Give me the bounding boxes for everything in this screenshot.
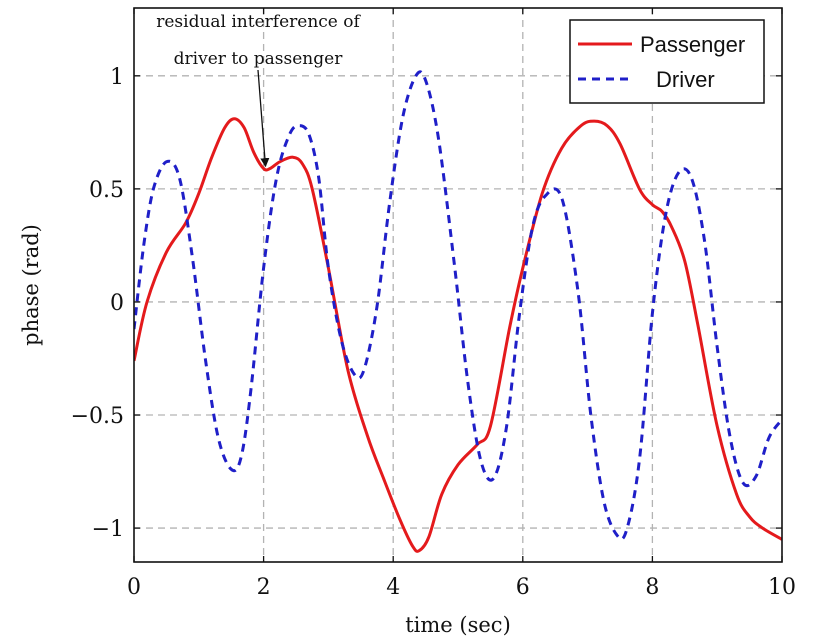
x-tick-label-3: 6 — [516, 575, 530, 600]
series-line-driver — [134, 70, 782, 541]
annotation: residual interference of driver to passe… — [156, 12, 361, 168]
y-tick-label-1: −0.5 — [71, 404, 124, 429]
plot-frame — [133, 7, 783, 563]
legend-box — [569, 19, 765, 104]
x-tick-label-4: 8 — [645, 575, 659, 600]
x-axis-label: time (sec) — [405, 613, 511, 637]
y-tick-label-4: 1 — [110, 65, 124, 90]
legend: Passenger Driver — [569, 19, 765, 104]
annotation-line-1: residual interference of — [156, 12, 361, 32]
x-tick-label-2: 4 — [386, 575, 400, 600]
series-layer — [134, 70, 782, 553]
x-tick-label-5: 10 — [768, 575, 796, 600]
y-tick-label-2: 0 — [110, 291, 124, 316]
x-axis: 0 2 4 6 8 10 — [127, 8, 796, 600]
series-line-passenger — [134, 117, 782, 553]
y-tick-label-0: −1 — [92, 517, 124, 542]
y-tick-label-3: 0.5 — [89, 178, 124, 203]
annotation-line-2: driver to passenger — [174, 49, 344, 69]
x-tick-label-0: 0 — [127, 575, 141, 600]
y-axis-label: phase (rad) — [19, 224, 43, 346]
legend-label-driver: Driver — [656, 67, 715, 92]
y-axis: −1 −0.5 0 0.5 1 — [71, 65, 782, 542]
x-tick-label-1: 2 — [257, 575, 271, 600]
annotation-arrow — [257, 69, 270, 168]
legend-label-passenger: Passenger — [640, 32, 745, 57]
